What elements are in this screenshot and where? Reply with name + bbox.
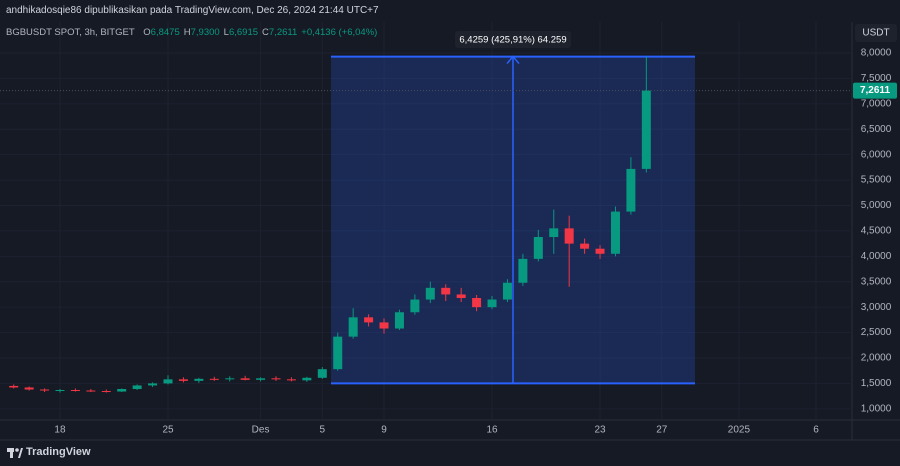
y-tick-label: 7,0000 <box>861 98 892 109</box>
candle-body <box>117 388 127 392</box>
candle-body <box>24 387 34 390</box>
candle-body <box>240 378 250 380</box>
measure-label-box <box>455 31 571 48</box>
y-tick-label: 8,0000 <box>861 48 892 59</box>
legend-key: H <box>183 27 191 38</box>
candle-body <box>101 391 111 393</box>
currency: USDT <box>862 28 889 39</box>
candle-body <box>148 383 158 386</box>
candle-body <box>9 385 19 388</box>
legend-key: O <box>143 27 151 38</box>
publish-line: andhikadosqie86 dipublikasikan pada Trad… <box>6 5 379 16</box>
legend-key: C <box>262 27 269 38</box>
y-tick-label: 2,0000 <box>861 353 892 364</box>
candle-body <box>40 389 50 391</box>
x-tick-label: Des <box>252 425 270 436</box>
x-tick-label: 18 <box>54 425 66 436</box>
y-tick-label: 2,5000 <box>861 327 892 338</box>
measure-label: 6,4259 (425,91%) 64.259 <box>459 35 566 46</box>
candle-body <box>256 378 266 380</box>
logo <box>7 448 23 458</box>
y-tick-label: 4,0000 <box>861 251 892 262</box>
legend-value: 6,6915 <box>228 27 259 38</box>
candle-body <box>55 390 65 392</box>
y-tick-label: 6,0000 <box>861 149 892 160</box>
candle-body <box>209 378 219 380</box>
candle-body <box>595 248 605 254</box>
candle-body <box>487 299 497 308</box>
y-tick-label: 3,5000 <box>861 276 892 287</box>
candle-body <box>580 243 590 249</box>
candle-body <box>410 299 420 313</box>
candle-body <box>333 336 343 370</box>
candle-body <box>549 228 559 238</box>
currency-box <box>855 24 897 42</box>
candle-body <box>86 390 96 392</box>
candle-body <box>610 211 620 254</box>
candle-body <box>641 90 651 169</box>
x-tick-label: 27 <box>656 425 668 436</box>
legend-key: L <box>223 27 229 38</box>
y-tick-label: 5,0000 <box>861 200 892 211</box>
measure-arrowhead <box>506 55 520 65</box>
x-tick-label: 2025 <box>728 425 751 436</box>
candle-body <box>178 379 188 381</box>
y-tick-label: 4,5000 <box>861 226 892 237</box>
y-tick-label: 3,0000 <box>861 302 892 313</box>
candle-body <box>348 317 358 337</box>
last-price-box <box>853 82 897 99</box>
candle-body <box>394 312 404 329</box>
brand: TradingView <box>26 446 91 458</box>
candle-body <box>502 282 512 300</box>
legend-value: 6,8475 <box>150 27 180 38</box>
y-tick-label: 5,5000 <box>861 175 892 186</box>
candle-body <box>132 385 142 389</box>
y-tick-label: 6,5000 <box>861 124 892 135</box>
candle-body <box>271 378 281 380</box>
candle-body <box>70 390 80 392</box>
candle-body <box>163 379 173 384</box>
candle-body <box>518 258 528 283</box>
x-tick-label: 23 <box>594 425 606 436</box>
x-tick-label: 5 <box>320 425 326 436</box>
last-price-label: 7,2611 <box>860 85 890 96</box>
candle-body <box>564 228 574 244</box>
candle-body <box>456 294 466 299</box>
legend: BGBUSDT SPOT, 3h, BITGET O6,8475 H7,9300 L… <box>6 27 381 38</box>
y-tick-label: 7,5000 <box>861 73 892 84</box>
candle-body <box>425 287 435 300</box>
legend-value: 7,2611 <box>268 27 298 38</box>
candle-body <box>379 322 389 329</box>
x-tick-label: 25 <box>162 425 174 436</box>
legend-value: 7,9300 <box>190 27 220 38</box>
candle-body <box>302 377 312 381</box>
candle-body <box>533 237 543 259</box>
candle-body <box>441 287 451 295</box>
candle-body <box>364 317 374 323</box>
y-tick-label: 1,0000 <box>861 403 892 414</box>
candle-body <box>317 369 327 378</box>
y-tick-label: 1,5000 <box>861 378 892 389</box>
x-tick-label: 16 <box>486 425 498 436</box>
x-tick-label: 9 <box>381 425 387 436</box>
legend-change: +0,4136 (+6,04%) <box>301 27 378 38</box>
candle-body <box>194 378 204 381</box>
symbol: BGBUSDT SPOT, 3h, BITGET <box>6 27 135 38</box>
candle-body <box>472 298 482 308</box>
candle-body <box>286 379 296 381</box>
candle-body <box>225 378 235 380</box>
x-tick-label: 6 <box>813 425 819 436</box>
candle-body <box>626 168 636 212</box>
